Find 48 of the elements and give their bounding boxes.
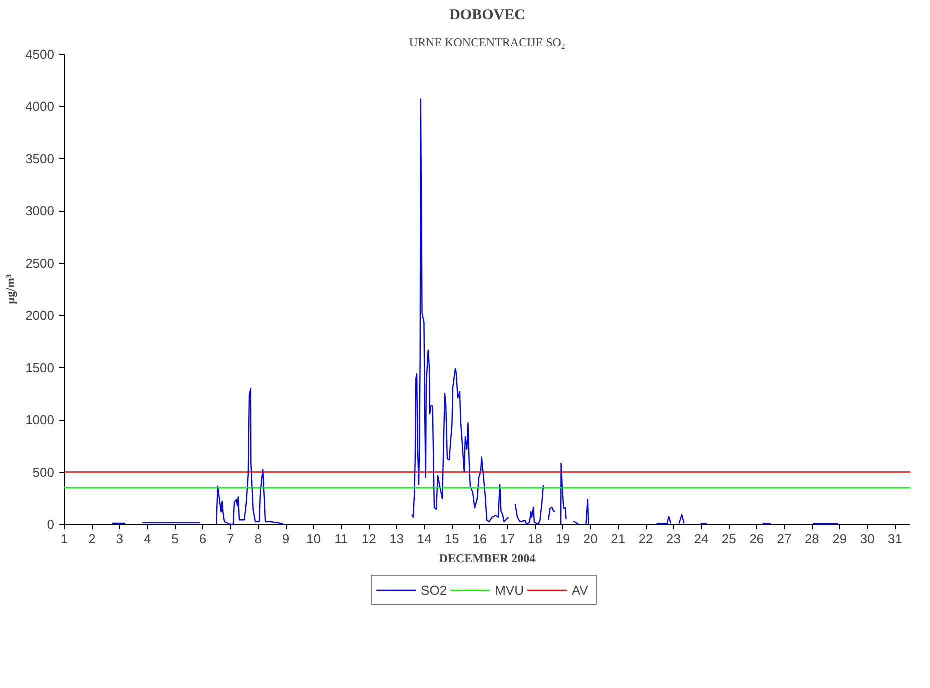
x-tick-label: 31 <box>888 532 903 546</box>
x-tick-label: 29 <box>832 532 848 546</box>
y-tick-label: 500 <box>32 464 55 480</box>
x-tick-label: 15 <box>444 532 460 546</box>
x-axis-title: DECEMBER 2004 <box>439 552 536 566</box>
chart-subtitle: URNE KONCENTRACIJE SO₂ <box>409 36 566 50</box>
x-tick-label: 13 <box>390 532 404 546</box>
x-tick-label: 1 <box>60 532 68 546</box>
x-tick-label: 30 <box>860 532 875 546</box>
x-tick-label: 27 <box>777 532 792 546</box>
legend-label: SO2 <box>421 582 448 598</box>
y-tick-label: 0 <box>47 517 55 532</box>
legend-label: MVU <box>495 582 524 598</box>
x-tick-label: 6 <box>199 532 207 546</box>
y-tick-label: 4000 <box>26 99 54 114</box>
x-tick-label: 19 <box>556 532 570 546</box>
y-tick-label: 1500 <box>26 360 54 376</box>
x-tick-label: 28 <box>804 532 820 546</box>
x-tick-label: 20 <box>583 532 598 546</box>
y-tick-label: 3500 <box>26 151 54 166</box>
x-tick-label: 10 <box>306 532 321 546</box>
x-tick-label: 2 <box>88 532 96 546</box>
y-tick-label: 1000 <box>26 412 54 428</box>
y-tick-label: 3000 <box>26 204 54 219</box>
x-tick-label: 21 <box>611 532 626 546</box>
legend-label: AV <box>572 582 590 598</box>
x-tick-label: 4 <box>144 532 152 546</box>
x-tick-label: 9 <box>282 532 290 546</box>
x-tick-label: 3 <box>116 532 124 546</box>
x-tick-label: 14 <box>417 532 432 546</box>
y-tick-label: 2500 <box>26 256 54 271</box>
x-tick-label: 5 <box>172 532 179 546</box>
y-tick-label: 2000 <box>26 308 54 324</box>
chart-title: DOBOVEC <box>450 8 526 24</box>
x-tick-label: 12 <box>362 532 376 546</box>
x-tick-label: 8 <box>254 532 262 546</box>
y-tick-label: 4500 <box>26 47 54 62</box>
x-tick-label: 16 <box>472 532 488 546</box>
x-tick-label: 17 <box>500 532 515 546</box>
y-axis-title: µg/m³ <box>4 274 18 304</box>
x-tick-label: 22 <box>638 532 654 546</box>
x-tick-label: 23 <box>666 532 681 546</box>
x-tick-label: 18 <box>528 532 543 546</box>
x-tick-label: 11 <box>334 532 348 546</box>
x-tick-label: 26 <box>750 532 764 546</box>
x-tick-label: 24 <box>694 532 709 546</box>
x-tick-label: 25 <box>722 532 736 546</box>
x-tick-label: 7 <box>227 532 234 546</box>
